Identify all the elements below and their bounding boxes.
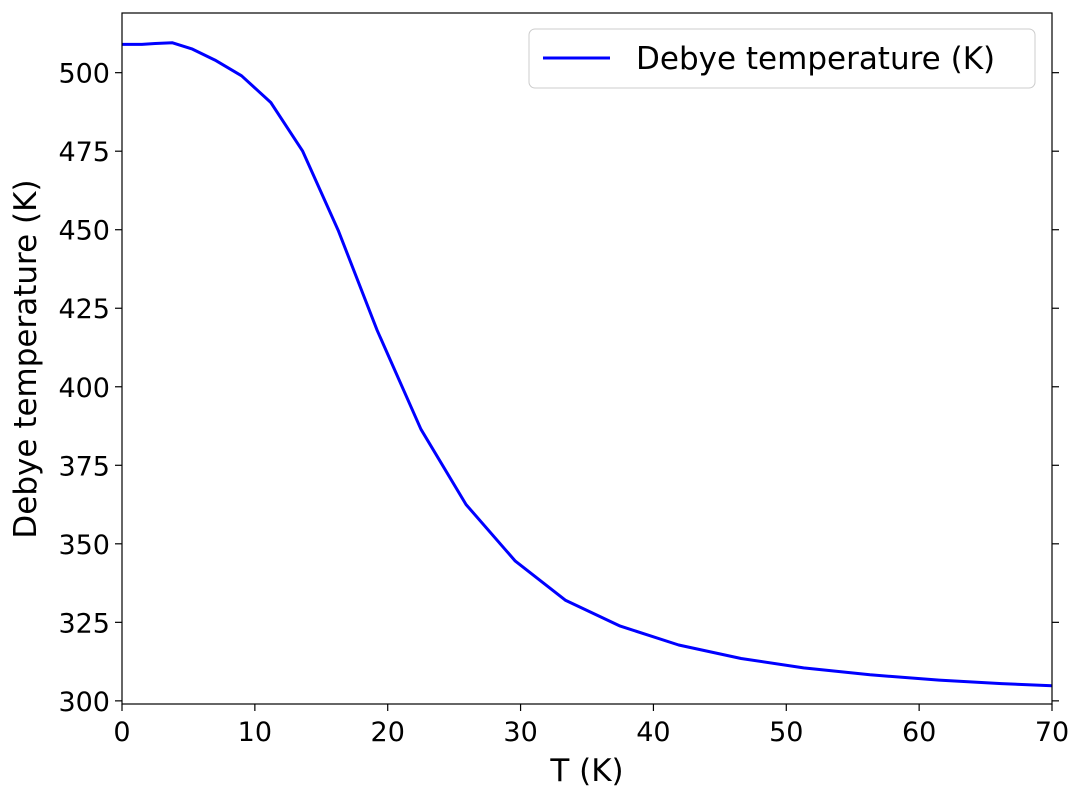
x-tick-label: 60 [902, 717, 936, 748]
y-tick-label: 500 [58, 59, 110, 90]
x-tick-label: 0 [113, 717, 130, 748]
legend-box [528, 28, 1036, 89]
x-tick-label: 40 [636, 717, 670, 748]
y-tick-label: 400 [58, 373, 110, 404]
plot-frame [121, 12, 1053, 705]
y-tick-label: 425 [58, 294, 110, 325]
x-tick-label: 20 [371, 717, 405, 748]
y-tick-label: 325 [58, 608, 110, 639]
y-tick-label: 475 [58, 137, 110, 168]
y-tick-label: 375 [58, 451, 110, 482]
ticks-layer: 0 10 20 30 40 50 60 70 300 325 350 375 400 425 450 475 5… [58, 59, 1069, 748]
series-line [122, 41, 1053, 688]
y-axis-label: Debye temperature (K) [8, 179, 44, 538]
y-tick-label: 300 [58, 687, 110, 718]
y-tick-label: 450 [58, 216, 110, 247]
legend: Debye temperature (K) [528, 28, 1036, 89]
x-tick-label: 50 [769, 717, 803, 748]
y-tick-label: 350 [58, 530, 110, 561]
x-tick-label: 30 [503, 717, 537, 748]
legend-label: Debye temperature (K) [636, 41, 995, 77]
x-axis-label: T (K) [549, 753, 623, 789]
plot-layer [122, 41, 1053, 688]
x-tick-label: 10 [238, 717, 272, 748]
x-tick-label: 70 [1035, 717, 1069, 748]
